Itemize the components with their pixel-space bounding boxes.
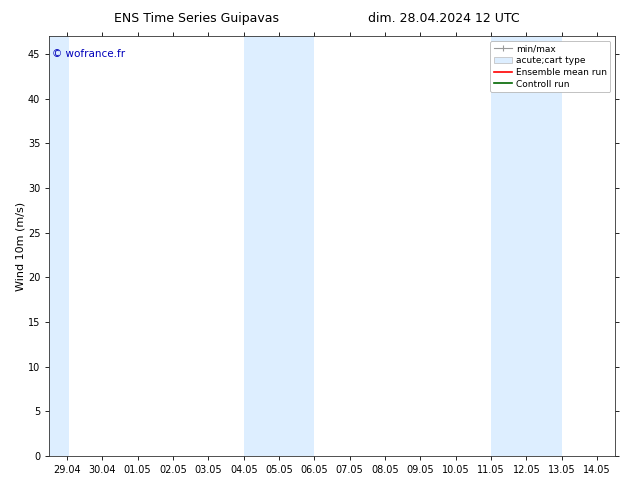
Text: dim. 28.04.2024 12 UTC: dim. 28.04.2024 12 UTC [368, 12, 520, 25]
Bar [243, 36, 314, 456]
Text: © wofrance.fr: © wofrance.fr [52, 49, 126, 59]
Text: ENS Time Series Guipavas: ENS Time Series Guipavas [114, 12, 279, 25]
Y-axis label: Wind 10m (m/s): Wind 10m (m/s) [15, 201, 25, 291]
Legend: min/max, acute;cart type, Ensemble mean run, Controll run: min/max, acute;cart type, Ensemble mean … [491, 41, 611, 92]
Bar [49, 36, 70, 456]
Bar [491, 36, 562, 456]
